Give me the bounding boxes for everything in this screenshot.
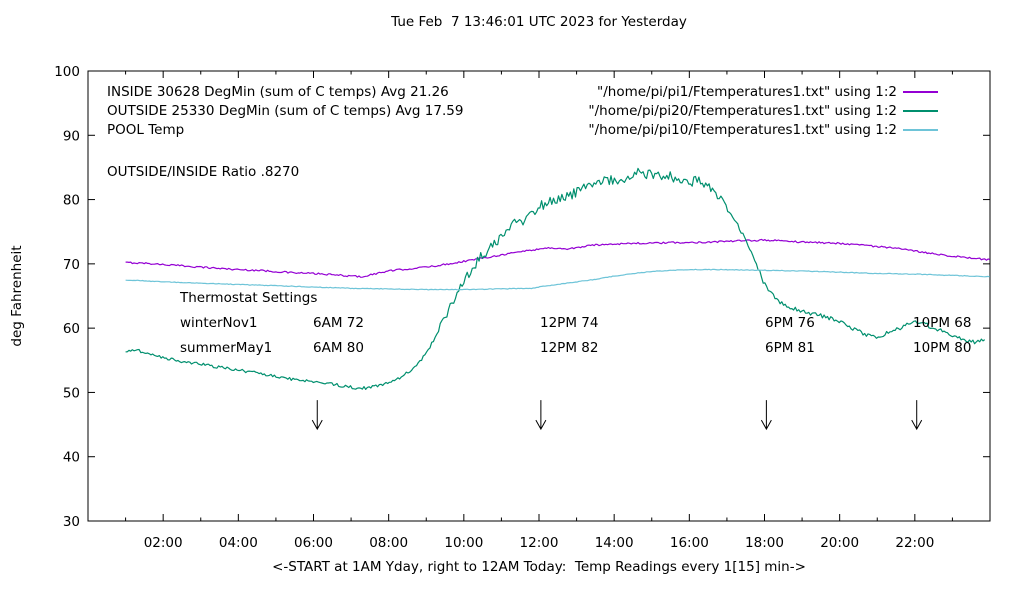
thermostat-summer-name: summerMay1 bbox=[180, 340, 273, 356]
y-tick-label: 80 bbox=[63, 193, 80, 209]
x-tick-label: 22:00 bbox=[895, 535, 934, 551]
x-tick-label: 16:00 bbox=[670, 535, 709, 551]
y-axis-label: deg Fahrenheit bbox=[9, 245, 25, 347]
x-tick-label: 04:00 bbox=[219, 535, 258, 551]
chart-title: Tue Feb 7 13:46:01 UTC 2023 for Yesterda… bbox=[391, 14, 687, 30]
series-line-inside bbox=[125, 238, 990, 278]
thermostat-summer-10pm: 10PM 80 bbox=[913, 340, 972, 356]
legend-line-sample-outside bbox=[903, 110, 938, 112]
y-tick-label: 90 bbox=[63, 128, 80, 144]
series-label-inside: INSIDE 30628 DegMin (sum of C temps) Avg… bbox=[107, 84, 449, 100]
x-tick-label: 18:00 bbox=[745, 535, 784, 551]
x-tick-label: 20:00 bbox=[820, 535, 859, 551]
x-tick-label: 10:00 bbox=[444, 535, 483, 551]
thermostat-winter-10pm: 10PM 68 bbox=[913, 315, 972, 331]
setpoint-arrow bbox=[911, 400, 923, 431]
legend-title-inside: "/home/pi/pi1/Ftemperatures1.txt" using … bbox=[597, 84, 897, 100]
legend-line-sample-inside bbox=[903, 91, 938, 93]
thermostat-winter-12pm: 12PM 74 bbox=[540, 315, 599, 331]
series-line-pool bbox=[125, 268, 990, 291]
y-tick-label: 100 bbox=[54, 64, 80, 80]
setpoint-arrow bbox=[760, 400, 772, 431]
x-tick-label: 08:00 bbox=[369, 535, 408, 551]
y-tick-label: 60 bbox=[63, 321, 80, 337]
y-tick-label: 70 bbox=[63, 257, 80, 273]
legend-line-sample-pool bbox=[903, 129, 938, 131]
series-label-pool: POOL Temp bbox=[107, 122, 185, 138]
legend-title-pool: "/home/pi/pi10/Ftemperatures1.txt" using… bbox=[588, 122, 897, 138]
thermostat-winter-6pm: 6PM 76 bbox=[765, 315, 815, 331]
x-axis-label: <-START at 1AM Yday, right to 12AM Today… bbox=[272, 559, 806, 575]
thermostat-summer-6am: 6AM 80 bbox=[313, 340, 364, 356]
thermostat-settings-heading: Thermostat Settings bbox=[180, 290, 318, 306]
thermostat-winter-name: winterNov1 bbox=[180, 315, 258, 331]
y-tick-label: 50 bbox=[63, 385, 80, 401]
series-line-outside bbox=[125, 167, 986, 390]
thermostat-summer-6pm: 6PM 81 bbox=[765, 340, 815, 356]
thermostat-summer-12pm: 12PM 82 bbox=[540, 340, 599, 356]
x-tick-label: 14:00 bbox=[595, 535, 634, 551]
x-tick-label: 12:00 bbox=[520, 535, 559, 551]
y-tick-label: 40 bbox=[63, 450, 80, 466]
legend-title-outside: "/home/pi/pi20/Ftemperatures1.txt" using… bbox=[588, 103, 897, 119]
thermostat-winter-6am: 6AM 72 bbox=[313, 315, 364, 331]
setpoint-arrow bbox=[535, 400, 547, 431]
x-tick-label: 06:00 bbox=[294, 535, 333, 551]
y-tick-label: 30 bbox=[63, 514, 80, 530]
series-label-outside: OUTSIDE 25330 DegMin (sum of C temps) Av… bbox=[107, 103, 464, 119]
outside-inside-ratio-label: OUTSIDE/INSIDE Ratio .8270 bbox=[107, 164, 300, 180]
setpoint-arrow bbox=[311, 400, 323, 431]
x-tick-label: 02:00 bbox=[144, 535, 183, 551]
